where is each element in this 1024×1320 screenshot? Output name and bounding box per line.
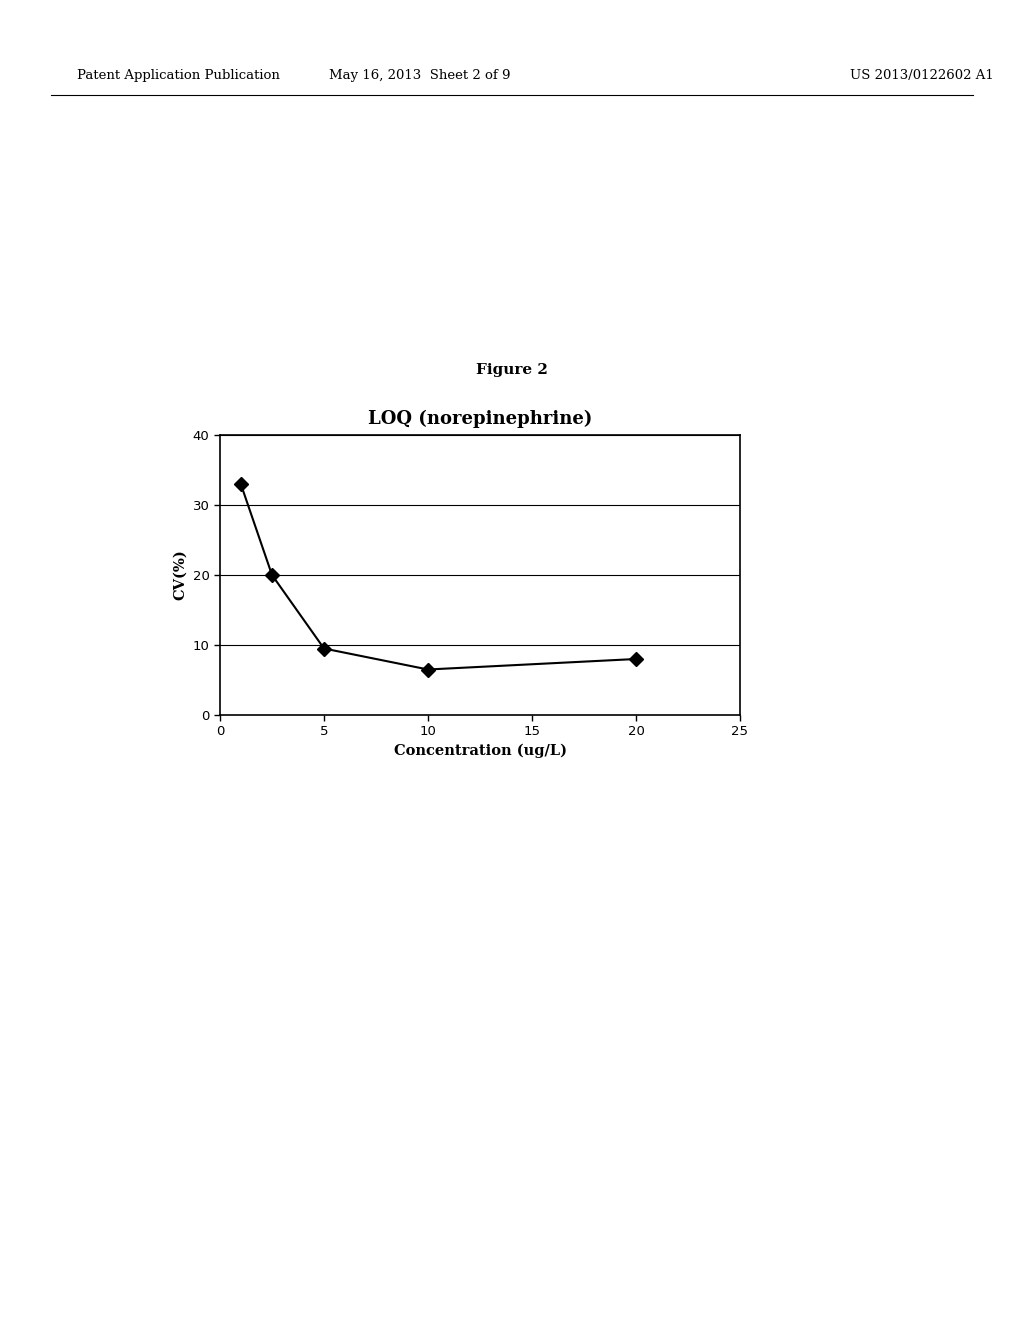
Text: Figure 2: Figure 2 [476, 363, 548, 378]
Text: Patent Application Publication: Patent Application Publication [77, 69, 280, 82]
Text: May 16, 2013  Sheet 2 of 9: May 16, 2013 Sheet 2 of 9 [329, 69, 511, 82]
X-axis label: Concentration (ug/L): Concentration (ug/L) [393, 744, 566, 759]
Y-axis label: CV(%): CV(%) [173, 549, 187, 601]
Title: LOQ (norepinephrine): LOQ (norepinephrine) [368, 409, 592, 428]
Text: US 2013/0122602 A1: US 2013/0122602 A1 [850, 69, 993, 82]
